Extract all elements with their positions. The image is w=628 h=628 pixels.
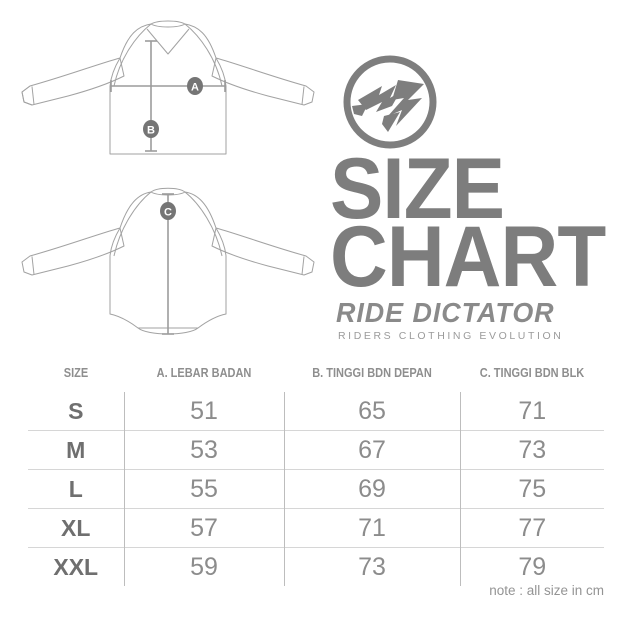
page-title-line-1: SIZE xyxy=(330,141,505,237)
cell-a: 55 xyxy=(124,469,285,509)
jersey-front-view xyxy=(21,20,315,155)
size-chart-table: SIZE A. LEBAR BADAN B. TINGGI BDN DEPAN … xyxy=(28,362,604,586)
table-row: XXL 59 73 79 xyxy=(28,547,604,586)
cell-size: L xyxy=(28,469,125,509)
garment-illustrations: A B xyxy=(8,6,328,351)
cell-b: 73 xyxy=(284,547,461,586)
cell-a: 59 xyxy=(124,547,285,586)
brand-tagline: RIDERS CLOTHING EVOLUTION xyxy=(338,330,564,342)
cell-c: 73 xyxy=(460,430,604,470)
cell-a: 51 xyxy=(124,392,285,431)
col-header-a: A. LEBAR BADAN xyxy=(156,366,252,380)
cell-c: 75 xyxy=(460,469,604,509)
table-row: M 53 67 73 xyxy=(28,430,604,470)
cell-b: 67 xyxy=(284,430,461,470)
svg-text:C: C xyxy=(164,207,172,219)
page-title-line-2: CHART xyxy=(330,209,606,305)
svg-text:A: A xyxy=(191,82,199,94)
measure-line-a xyxy=(110,80,226,92)
cell-c: 71 xyxy=(518,396,547,425)
cell-b: 69 xyxy=(284,469,461,509)
col-header-c: C. TINGGI BDN BLK xyxy=(479,366,585,380)
cell-size: XXL xyxy=(28,547,125,586)
cell-a: 57 xyxy=(124,508,285,548)
col-header-size: SIZE xyxy=(63,366,89,380)
table-row: L 55 69 75 xyxy=(28,469,604,509)
measure-marker-a: A xyxy=(187,77,203,95)
brand-name: RIDE DICTATOR xyxy=(336,297,555,328)
table-row: XL 57 71 77 xyxy=(28,508,604,548)
cell-a: 53 xyxy=(124,430,285,470)
measure-marker-b: B xyxy=(143,120,159,138)
cell-c: 77 xyxy=(460,508,604,548)
col-header-b: B. TINGGI BDN DEPAN xyxy=(312,366,432,380)
cell-size: M xyxy=(28,430,125,470)
table-note: note : all size in cm xyxy=(489,583,604,598)
size-chart-table-wrap: SIZE A. LEBAR BADAN B. TINGGI BDN DEPAN … xyxy=(28,362,604,586)
table-row: S 51 65 71 xyxy=(28,392,604,431)
cell-c: 79 xyxy=(460,547,604,586)
table-header-row: SIZE A. LEBAR BADAN B. TINGGI BDN DEPAN … xyxy=(28,362,604,392)
cell-b: 71 xyxy=(284,508,461,548)
cell-size: S xyxy=(28,392,125,431)
measure-marker-c: C xyxy=(160,202,176,220)
ride-dictator-circle-monogram-icon xyxy=(338,50,442,154)
branding-block: SIZE CHART RIDE DICTATOR RIDERS CLOTHING… xyxy=(330,50,622,342)
cell-size: XL xyxy=(28,508,125,548)
cell-b: 65 xyxy=(284,392,461,431)
svg-text:B: B xyxy=(147,125,155,137)
